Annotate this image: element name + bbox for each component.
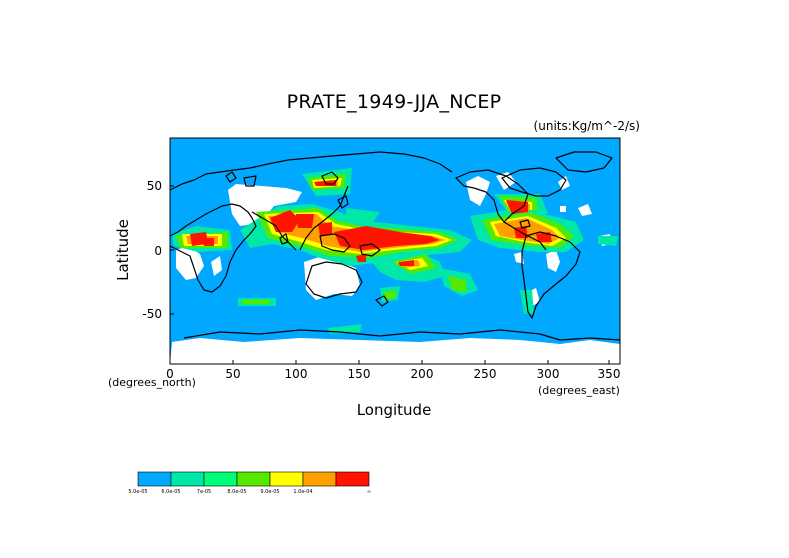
x-tick-label-250: 250 — [474, 367, 497, 381]
axis-ticks — [169, 185, 610, 364]
colorbar-label-5: 1.0e-04 — [293, 489, 312, 495]
colorbar: 5.0e-05 6.0e-05 7e-05 8.0e-05 9.0e-05 1.0e-04… — [128, 471, 371, 495]
colorbar-label-0: 5.0e-05 — [128, 489, 147, 495]
x-axis-label: Longitude — [357, 401, 432, 419]
colorbar-label-2: 7e-05 — [197, 489, 211, 495]
x-tick-label-350: 350 — [598, 367, 621, 381]
x-tick-label-300: 300 — [537, 367, 560, 381]
colorbar-swatch-4 — [269, 471, 304, 487]
colorbar-label-3: 8.0e-05 — [227, 489, 246, 495]
x-tick-label-100: 100 — [285, 367, 308, 381]
colorbar-label-4: 9.0e-05 — [260, 489, 279, 495]
colorbar-swatch-2 — [203, 471, 238, 487]
x-tick-label-0: 0 — [166, 367, 174, 381]
colorbar-swatch-6 — [335, 471, 370, 487]
map-title: PRATE_1949-JJA_NCEP — [287, 91, 502, 113]
colorbar-swatch-1 — [170, 471, 205, 487]
colorbar-label-1: 6.0e-05 — [161, 489, 180, 495]
colorbar-swatch-3 — [236, 471, 271, 487]
precip-red-contours — [190, 180, 552, 266]
y-unit-label: (degrees_north) — [108, 376, 196, 389]
y-tick-label-50: 50 — [147, 179, 162, 193]
x-unit-label: (degrees_east) — [538, 384, 620, 397]
y-tick-label-minus-50: -50 — [142, 307, 162, 321]
x-tick-label-200: 200 — [411, 367, 434, 381]
missing-data-specks — [186, 206, 616, 354]
map-plot — [169, 137, 621, 365]
colorbar-label-6: ∞ — [367, 489, 371, 495]
x-tick-label-150: 150 — [348, 367, 371, 381]
y-axis-label: Latitude — [114, 219, 132, 281]
y-tick-label-0: 0 — [154, 244, 162, 258]
missing-data-areas — [170, 172, 620, 364]
map-frame — [169, 137, 621, 365]
coastlines — [169, 151, 621, 341]
colorbar-swatch-5 — [302, 471, 337, 487]
colorbar-swatch-0 — [137, 471, 172, 487]
x-tick-label-50: 50 — [225, 367, 240, 381]
units-label: (units:Kg/m^-2/s) — [534, 119, 640, 133]
